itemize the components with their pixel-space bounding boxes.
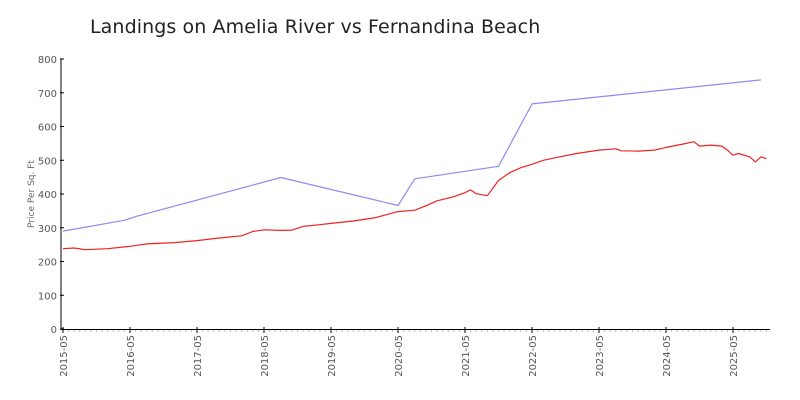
chart-title: Landings on Amelia River vs Fernandina B… — [90, 16, 541, 38]
y-axis: 0 100 200 300 400 500 600 700 800 — [38, 55, 64, 336]
x-tick-label: 2021-05 — [461, 335, 472, 377]
y-tick-label: 100 — [38, 291, 57, 302]
x-tick-label: 2024-05 — [662, 335, 673, 377]
x-axis: 2015-05 2016-05 2017-05 2018-05 2019-05 2020-… — [59, 327, 770, 377]
x-tick-label: 2020-05 — [394, 335, 405, 377]
x-tick-label: 2025-05 — [729, 335, 740, 377]
x-tick-label: 2016-05 — [126, 335, 137, 377]
series-line-red — [62, 141, 767, 251]
y-tick-label: 800 — [38, 55, 57, 66]
y-tick-label: 300 — [38, 224, 57, 235]
x-tick-label: 2018-05 — [260, 335, 271, 377]
y-tick-label: 0 — [51, 325, 57, 336]
y-tick-label: 700 — [38, 89, 57, 100]
x-tick-label: 2022-05 — [528, 335, 539, 377]
x-tick-label: 2023-05 — [595, 335, 606, 377]
x-tick-label: 2017-05 — [193, 335, 204, 377]
x-tick-label: 2015-05 — [59, 335, 70, 377]
y-tick-label: 400 — [38, 190, 57, 201]
y-axis-title: Price Per Sq. Ft — [27, 160, 37, 228]
series-lines — [62, 79, 767, 251]
y-tick-label: 200 — [38, 258, 57, 269]
y-tick-label: 600 — [38, 123, 57, 134]
series-line-blue — [62, 79, 761, 232]
y-tick-label: 500 — [38, 156, 57, 167]
x-tick-label: 2019-05 — [327, 335, 338, 377]
